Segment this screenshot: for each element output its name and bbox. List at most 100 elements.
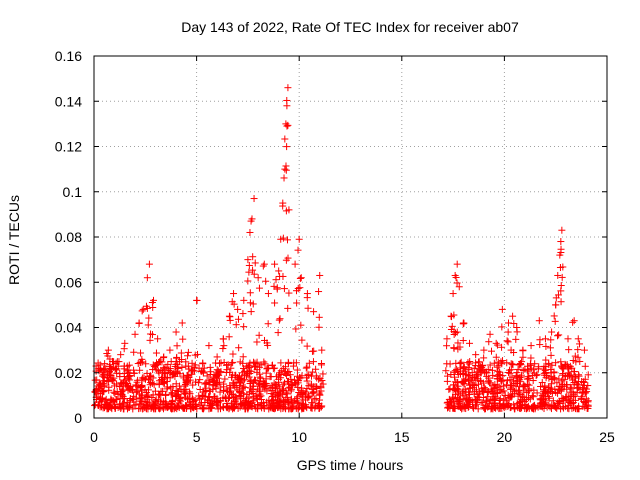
data-point <box>535 317 543 325</box>
data-point <box>546 344 554 352</box>
y-tick-label: 0.04 <box>55 320 82 336</box>
data-point <box>190 398 198 406</box>
data-point <box>240 323 248 331</box>
data-point <box>285 206 293 214</box>
data-point <box>315 323 323 331</box>
data-point <box>155 369 163 377</box>
data-point <box>535 363 543 371</box>
data-point <box>473 370 481 378</box>
data-point <box>262 375 270 383</box>
data-point <box>228 359 236 367</box>
data-point <box>557 298 565 306</box>
y-axis-label: ROTI / TECUs <box>6 195 22 285</box>
data-point <box>527 354 535 362</box>
data-point <box>149 374 157 382</box>
data-point <box>105 403 113 411</box>
data-point <box>105 367 113 375</box>
data-point <box>466 388 474 396</box>
data-point <box>475 358 483 366</box>
data-point <box>567 385 575 393</box>
data-point <box>459 320 467 328</box>
data-point <box>246 289 254 297</box>
data-point <box>554 271 562 279</box>
data-point <box>294 284 302 292</box>
data-point <box>580 346 588 354</box>
data-point <box>151 401 159 409</box>
data-point <box>270 396 278 404</box>
data-point <box>113 369 121 377</box>
axis-ticks: 0 5 10 15 20 25 0 0.02 0.04 0.06 0.08 0.1 0.12 0.14 0.… <box>55 48 615 445</box>
data-point <box>318 402 326 410</box>
data-point <box>494 367 502 375</box>
data-point <box>557 281 565 289</box>
data-point <box>301 396 309 404</box>
data-point <box>180 404 188 412</box>
data-point <box>509 312 517 320</box>
data-point <box>508 373 516 381</box>
data-point <box>448 322 456 330</box>
data-point <box>247 217 255 225</box>
data-point <box>318 361 326 369</box>
data-point <box>450 311 458 319</box>
data-point <box>564 363 572 371</box>
data-point <box>280 285 288 293</box>
data-point <box>574 346 582 354</box>
data-point <box>474 393 482 401</box>
data-point <box>235 388 243 396</box>
data-point <box>577 395 585 403</box>
data-point <box>274 402 282 410</box>
data-point <box>180 386 188 394</box>
data-point <box>169 370 177 378</box>
data-point <box>105 383 113 391</box>
data-point <box>137 349 145 357</box>
y-tick-label: 0.02 <box>55 365 82 381</box>
data-point <box>574 381 582 389</box>
data-point <box>262 277 270 285</box>
data-point <box>318 377 326 385</box>
data-point <box>537 399 545 407</box>
data-point <box>211 393 219 401</box>
data-point <box>243 390 251 398</box>
data-point <box>308 404 316 412</box>
data-point <box>517 373 525 381</box>
data-point <box>102 365 110 373</box>
data-point <box>480 346 488 354</box>
data-point <box>556 400 564 408</box>
data-point <box>542 356 550 364</box>
data-point <box>548 401 556 409</box>
data-point <box>213 379 221 387</box>
data-point <box>172 393 180 401</box>
data-point <box>443 335 451 343</box>
data-point <box>238 369 246 377</box>
data-point <box>217 368 225 376</box>
data-point <box>316 271 324 279</box>
data-point <box>443 360 451 368</box>
data-point <box>167 384 175 392</box>
data-point <box>138 307 146 315</box>
data-point <box>156 358 164 366</box>
data-point <box>196 401 204 409</box>
data-point <box>213 372 221 380</box>
data-point <box>150 401 158 409</box>
data-point <box>130 348 138 356</box>
data-point <box>524 373 532 381</box>
data-point <box>450 344 458 352</box>
data-point <box>253 358 261 366</box>
data-point <box>168 398 176 406</box>
data-point <box>250 270 258 278</box>
data-point <box>196 386 204 394</box>
data-point <box>451 378 459 386</box>
data-point <box>234 386 242 394</box>
data-point <box>546 384 554 392</box>
data-point <box>558 273 566 281</box>
data-point <box>137 387 145 395</box>
data-point <box>188 394 196 402</box>
data-point <box>224 361 232 369</box>
data-point <box>244 256 252 264</box>
x-tick-label: 5 <box>193 429 201 445</box>
data-point <box>196 376 204 384</box>
data-point <box>559 263 567 271</box>
data-point <box>271 299 279 307</box>
data-point <box>191 378 199 386</box>
data-point <box>239 383 247 391</box>
